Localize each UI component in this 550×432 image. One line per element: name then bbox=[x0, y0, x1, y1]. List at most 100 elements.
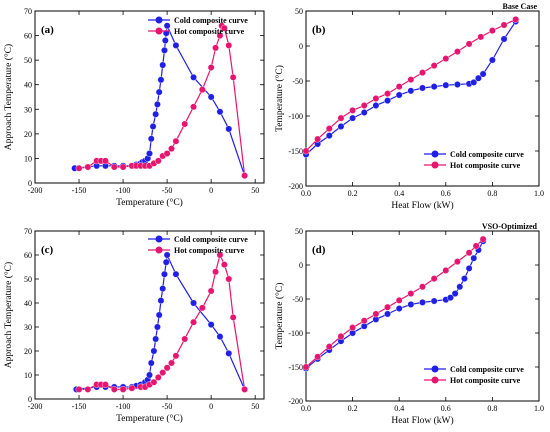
data-point bbox=[407, 87, 415, 95]
x-tick-label: 50 bbox=[251, 186, 259, 195]
data-point bbox=[372, 102, 380, 109]
data-point bbox=[212, 44, 219, 52]
y-tick-label: 60 bbox=[24, 251, 32, 260]
data-point bbox=[149, 123, 157, 130]
data-point bbox=[384, 97, 391, 105]
data-point bbox=[207, 64, 215, 71]
data-point bbox=[225, 349, 233, 357]
data-point bbox=[157, 297, 165, 304]
series-cold bbox=[302, 18, 520, 158]
x-axis-label: Heat Flow (kW) bbox=[391, 200, 453, 211]
data-point bbox=[216, 333, 224, 340]
series-hot bbox=[75, 22, 249, 180]
legend-entry: Cold composite curve bbox=[450, 150, 524, 159]
data-point bbox=[172, 42, 180, 49]
y-tick-label: 20 bbox=[24, 347, 32, 356]
x-tick-label: -200 bbox=[28, 186, 43, 195]
data-point bbox=[163, 251, 171, 259]
data-point bbox=[475, 74, 482, 82]
data-point bbox=[395, 91, 403, 99]
data-point bbox=[229, 313, 237, 321]
data-point bbox=[225, 125, 233, 133]
data-point bbox=[216, 251, 224, 259]
data-point bbox=[168, 145, 175, 153]
data-point bbox=[161, 37, 169, 44]
chart-panel-2: 0.0 0.2 0.4 0.6 0.8 1.0 -200 -150 -100 -50 0 50 Heat… bbox=[274, 2, 544, 211]
legend-entry: Hot composite curve bbox=[450, 161, 521, 170]
y-tick-label: -200 bbox=[288, 397, 303, 406]
data-point bbox=[442, 55, 450, 62]
data-point bbox=[146, 150, 153, 157]
data-point bbox=[241, 385, 249, 393]
y-axis-label: Approach Temperature (°C) bbox=[3, 44, 14, 150]
data-point bbox=[220, 24, 228, 32]
data-point bbox=[159, 369, 167, 376]
legend-entry: Hot composite curve bbox=[450, 376, 521, 385]
x-tick-label: 0 bbox=[209, 402, 213, 411]
data-point bbox=[75, 385, 83, 393]
data-point bbox=[360, 109, 368, 116]
y-axis-label: Approach Temperature (°C) bbox=[3, 262, 14, 368]
data-point bbox=[152, 110, 160, 118]
data-point bbox=[447, 294, 454, 302]
legend-entry: Hot composite curve bbox=[174, 27, 245, 36]
data-point bbox=[384, 310, 391, 318]
data-point bbox=[479, 70, 487, 78]
data-point bbox=[430, 275, 438, 282]
data-point bbox=[488, 27, 496, 34]
x-axis-label: Heat Flow (kW) bbox=[391, 415, 453, 426]
data-point bbox=[419, 84, 426, 92]
data-point bbox=[395, 296, 403, 304]
x-tick-label: 0.4 bbox=[394, 189, 404, 198]
data-point bbox=[314, 135, 322, 143]
legend: Cold composite curve Hot composite curve bbox=[148, 235, 248, 255]
legend-entry: Hot composite curve bbox=[174, 246, 245, 255]
data-point bbox=[190, 318, 197, 326]
series-hot bbox=[302, 15, 520, 155]
data-point bbox=[407, 290, 415, 297]
y-tick-label: 50 bbox=[295, 7, 303, 16]
data-point bbox=[157, 76, 165, 84]
x-tick-label: 0.0 bbox=[301, 404, 311, 413]
data-point bbox=[314, 353, 322, 361]
x-tick-label: -50 bbox=[162, 402, 173, 411]
panel-title: VSO-Optimized bbox=[482, 222, 538, 231]
data-point bbox=[337, 123, 345, 130]
y-tick-label: 60 bbox=[24, 32, 32, 41]
data-point bbox=[102, 157, 109, 165]
y-tick-label: -50 bbox=[292, 295, 303, 304]
data-point bbox=[150, 378, 158, 386]
chart-panel-4: 0.0 0.2 0.4 0.6 0.8 1.0 -200 -150 -100 -50 0 50 Heat… bbox=[274, 222, 544, 426]
data-point bbox=[465, 249, 473, 257]
data-point bbox=[349, 107, 356, 114]
y-tick-label: -200 bbox=[288, 182, 303, 191]
data-point bbox=[190, 73, 197, 81]
y-tick-label: 70 bbox=[24, 227, 32, 236]
data-point bbox=[372, 310, 380, 318]
x-tick-label: 0.4 bbox=[394, 404, 404, 413]
data-point bbox=[419, 298, 426, 306]
x-axis-label: Temperature (°C) bbox=[116, 197, 183, 208]
data-point bbox=[110, 385, 118, 393]
y-tick-label: 50 bbox=[295, 227, 303, 236]
x-tick-label: 0.2 bbox=[348, 189, 358, 198]
data-point bbox=[241, 172, 249, 180]
y-tick-label: 30 bbox=[24, 323, 32, 332]
panel-label: (b) bbox=[312, 24, 326, 36]
y-tick-label: -150 bbox=[288, 363, 303, 372]
legend-marker bbox=[155, 246, 163, 254]
y-tick-label: 10 bbox=[24, 371, 32, 380]
data-point bbox=[500, 35, 508, 43]
data-point bbox=[512, 15, 520, 23]
x-tick-label: -150 bbox=[72, 186, 87, 195]
data-point bbox=[181, 335, 189, 343]
legend-marker bbox=[155, 16, 163, 24]
x-tick-label: 0 bbox=[209, 186, 213, 195]
data-point bbox=[302, 147, 310, 155]
data-point bbox=[384, 303, 391, 311]
x-tick-label: 0.8 bbox=[487, 404, 497, 413]
data-point bbox=[454, 258, 461, 265]
legend-marker bbox=[431, 365, 439, 373]
legend-marker bbox=[431, 161, 439, 169]
